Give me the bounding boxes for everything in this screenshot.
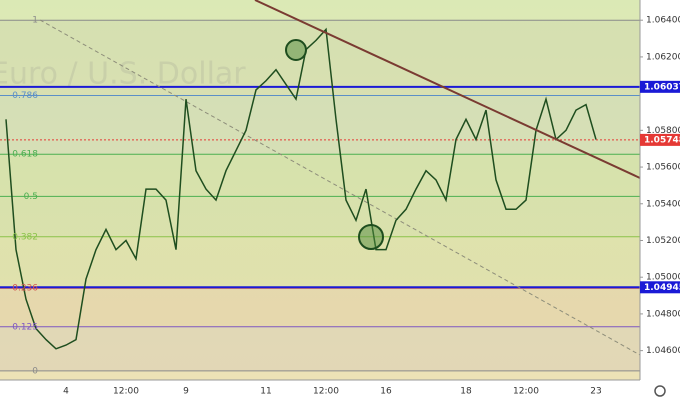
marker-circle xyxy=(285,39,307,61)
marker-circle xyxy=(358,224,384,250)
price-line-series xyxy=(5,27,597,350)
x-tick-label: 4 xyxy=(63,387,69,397)
fib-zone xyxy=(0,196,640,237)
price-badge-label: 1.06037 xyxy=(644,82,680,92)
y-tick-label: 1.05400 xyxy=(646,199,680,209)
fib-label: 0.382 xyxy=(12,232,38,242)
y-tick-label: 1.05800 xyxy=(646,126,680,136)
fib-label: 0.618 xyxy=(12,150,38,160)
y-tick-label: 1.06200 xyxy=(646,52,680,62)
fib-zone xyxy=(0,326,640,371)
plot-background xyxy=(0,0,640,380)
y-tick-label: 1.05200 xyxy=(646,236,680,246)
x-tick-label: 12:00 xyxy=(313,387,339,397)
price-badge xyxy=(640,281,680,294)
fib-zone xyxy=(0,154,640,197)
price-axis xyxy=(640,0,680,402)
price-badge-label: 1.05748 xyxy=(644,135,680,145)
fib-zone xyxy=(0,288,640,327)
trend-line-dashed xyxy=(39,19,641,356)
price-badge xyxy=(640,133,680,146)
watermark: Euro / U.S. Dollar xyxy=(0,57,246,92)
x-tick-label: 23 xyxy=(590,387,601,397)
fib-zone xyxy=(0,20,640,96)
x-tick-label: 18 xyxy=(460,387,472,397)
fib-label: 0.786 xyxy=(12,91,38,101)
settings-icon[interactable] xyxy=(654,385,666,397)
y-tick-label: 1.04600 xyxy=(646,346,680,356)
y-tick-label: 1.06400 xyxy=(646,16,680,26)
fib-label: 0.236 xyxy=(12,284,38,294)
x-tick-label: 11 xyxy=(260,387,271,397)
x-tick-label: 16 xyxy=(380,387,392,397)
y-tick-label: 1.05600 xyxy=(646,163,680,173)
y-tick-label: 1.05000 xyxy=(646,273,680,283)
trend-line xyxy=(254,0,641,179)
x-tick-label: 12:00 xyxy=(113,387,139,397)
x-tick-label: 12:00 xyxy=(513,387,539,397)
x-tick-label: 9 xyxy=(183,387,189,397)
price-badge xyxy=(640,80,680,93)
time-axis xyxy=(0,380,680,402)
y-tick-label: 1.04800 xyxy=(646,309,680,319)
price-badge-label: 1.04945 xyxy=(644,283,680,293)
fib-zone xyxy=(0,236,640,289)
fib-label: 0.125 xyxy=(12,322,38,332)
fib-label: 1 xyxy=(32,16,38,26)
fib-label: 0.5 xyxy=(24,192,38,202)
fib-label: 0 xyxy=(32,366,38,376)
